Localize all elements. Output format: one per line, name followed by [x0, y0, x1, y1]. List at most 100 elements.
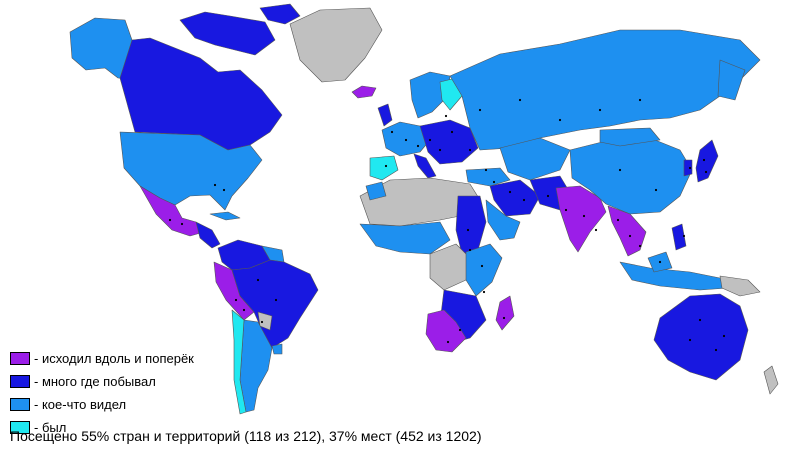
countries — [69, 3, 779, 415]
city-dot — [658, 260, 662, 264]
city-dot — [628, 234, 632, 238]
country-west-africa — [359, 221, 451, 255]
legend-item-saw-some: - кое-что видел — [10, 393, 194, 416]
country-east-africa — [465, 243, 503, 297]
city-dot — [546, 194, 550, 198]
country-korea — [683, 159, 693, 177]
legend: - исходил вдоль и поперёк - много где по… — [10, 347, 194, 439]
legend-item-been: - был — [10, 416, 194, 439]
city-dot — [428, 138, 432, 142]
country-middle-east — [489, 179, 541, 217]
city-dot — [466, 228, 470, 232]
city-dot — [222, 188, 226, 192]
city-dot — [274, 298, 278, 302]
country-australia — [653, 293, 749, 381]
city-dot — [416, 144, 420, 148]
country-philippines — [671, 223, 687, 251]
city-dot — [458, 328, 462, 332]
legend-swatch-visited-many — [10, 375, 30, 388]
country-canada — [119, 37, 283, 151]
country-central-europe — [419, 119, 479, 165]
city-dot — [682, 234, 686, 238]
country-new-zealand — [763, 365, 779, 395]
city-dot — [480, 264, 484, 268]
city-dot — [484, 168, 488, 172]
city-dot — [478, 108, 482, 112]
country-iceland — [351, 85, 377, 99]
country-greenland — [289, 7, 383, 83]
country-chile — [231, 309, 247, 415]
legend-label-visited-many: - много где побывал — [34, 374, 156, 389]
city-dot — [446, 340, 450, 344]
legend-item-visited-many: - много где побывал — [10, 370, 194, 393]
country-india — [555, 185, 607, 253]
country-south-africa — [425, 309, 467, 353]
legend-swatch-saw-some — [10, 398, 30, 411]
city-dot — [698, 318, 702, 322]
city-dot — [508, 190, 512, 194]
city-dot — [260, 320, 264, 324]
city-dot — [390, 130, 394, 134]
city-dot — [256, 278, 260, 282]
legend-item-walked-across: - исходил вдоль и поперёк — [10, 347, 194, 370]
city-dot — [638, 98, 642, 102]
country-central-america — [195, 221, 221, 249]
country-turkey — [465, 167, 511, 187]
city-dot — [558, 118, 562, 122]
country-uruguay — [271, 343, 283, 355]
country-canada-islands-2 — [259, 3, 301, 25]
city-dot — [492, 180, 496, 184]
city-dot — [234, 298, 238, 302]
country-paraguay — [257, 311, 273, 331]
city-dot — [618, 168, 622, 172]
city-dot — [168, 218, 172, 222]
country-russia-east — [717, 59, 746, 101]
city-dots — [168, 98, 726, 352]
legend-label-walked-across: - исходил вдоль и поперёк — [34, 351, 194, 366]
city-dot — [180, 222, 184, 226]
city-dot — [468, 148, 472, 152]
legend-label-been: - был — [34, 420, 67, 435]
city-dot — [404, 138, 408, 142]
city-dot — [582, 214, 586, 218]
country-central-asia — [499, 137, 571, 181]
country-uk — [377, 103, 393, 127]
country-madagascar — [495, 295, 515, 331]
city-dot — [564, 208, 568, 212]
legend-label-saw-some: - кое-что видел — [34, 397, 127, 412]
visit-summary: Посещено 55% стран и территорий (118 из … — [10, 428, 482, 444]
city-dot — [702, 158, 706, 162]
country-new-guinea — [719, 275, 761, 297]
country-japan — [695, 139, 719, 183]
country-mongolia — [599, 127, 661, 147]
city-dot — [594, 228, 598, 232]
city-dot — [438, 148, 442, 152]
city-dot — [714, 348, 718, 352]
city-dot — [638, 244, 642, 248]
city-dot — [502, 316, 506, 320]
country-cuba — [209, 211, 241, 221]
city-dot — [242, 308, 246, 312]
city-dot — [468, 248, 472, 252]
legend-swatch-been — [10, 421, 30, 434]
country-southeast-asia — [607, 205, 647, 257]
city-dot — [598, 108, 602, 112]
city-dot — [522, 198, 526, 202]
city-dot — [213, 183, 217, 187]
city-dot — [688, 166, 692, 170]
legend-swatch-walked-across — [10, 352, 30, 365]
country-russia — [449, 29, 761, 151]
country-canada-islands — [179, 11, 276, 56]
city-dot — [444, 114, 448, 118]
country-spain — [369, 155, 399, 181]
city-dot — [450, 130, 454, 134]
city-dot — [616, 218, 620, 222]
country-italy — [413, 153, 437, 179]
city-dot — [654, 188, 658, 192]
city-dot — [518, 98, 522, 102]
country-morocco — [365, 181, 387, 201]
city-dot — [384, 164, 388, 168]
country-brazil — [231, 259, 319, 349]
country-arabia — [485, 199, 521, 241]
